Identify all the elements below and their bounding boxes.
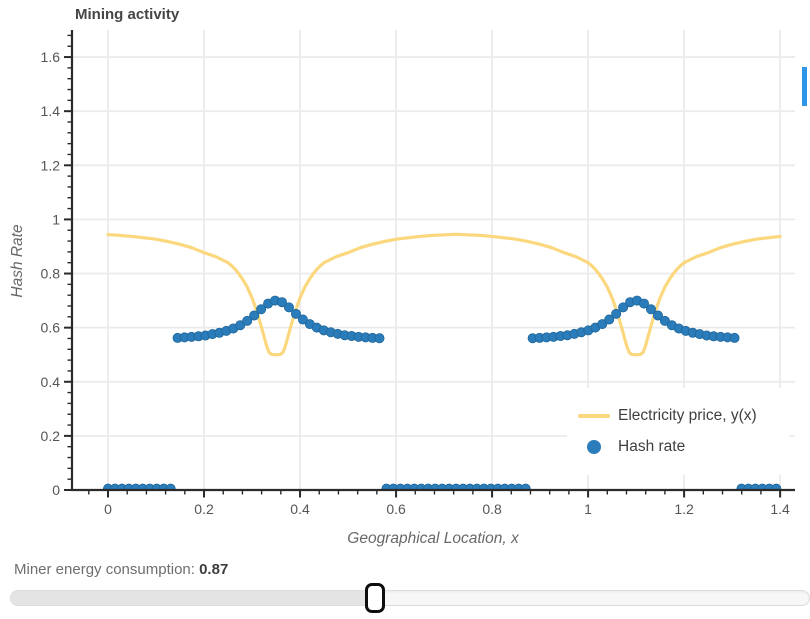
x-tick-label: 1.4 — [770, 501, 790, 517]
y-tick-label: 0.8 — [41, 266, 61, 282]
hash-rate-point — [771, 483, 782, 491]
x-tick-label: 0.2 — [194, 501, 214, 517]
hash-rate-point — [283, 302, 294, 313]
x-tick-label: 0.8 — [482, 501, 502, 517]
hash-rate-point — [645, 304, 656, 315]
chart-title: Mining activity — [75, 6, 180, 23]
scrollbar-thumb[interactable] — [802, 67, 807, 106]
slider-caption: Miner energy consumption: 0.87 — [14, 561, 228, 578]
line-swatch-icon — [578, 414, 610, 418]
y-tick-label: 0.6 — [41, 320, 61, 336]
x-tick-label: 1 — [584, 501, 592, 517]
slider-value: 0.87 — [199, 561, 229, 578]
hash-rate-point — [297, 314, 308, 325]
x-tick-label: 0 — [104, 501, 112, 517]
energy-consumption-slider[interactable] — [10, 583, 810, 613]
dot-swatch-icon — [587, 440, 601, 454]
y-tick-label: 0.2 — [41, 428, 61, 444]
hash-rate-point — [618, 302, 629, 313]
x-tick-label: 0.6 — [386, 501, 406, 517]
chart-legend: Electricity price, y(x) Hash rate — [567, 388, 789, 475]
y-tick-label: 1.2 — [41, 157, 61, 173]
hash-rate-point — [249, 310, 260, 321]
hash-rate-point — [374, 333, 385, 344]
chart-canvas: 0 0.2 0.4 0.6 0.8 1 1.2 1.4 0 0.2 0.4 0.6 0.8 1 1.2 1.4… — [41, 30, 795, 517]
slider-fill — [11, 591, 375, 605]
x-axis-label: Geographical Location, x — [347, 530, 519, 547]
slider-handle[interactable] — [364, 583, 385, 613]
y-tick-label: 0.4 — [41, 374, 61, 390]
hash-rate-point — [639, 298, 650, 309]
y-tick-label: 0 — [52, 482, 60, 498]
legend-item-hash-rate: Hash rate — [578, 438, 789, 456]
hash-rate-point — [290, 308, 301, 319]
y-tick-label: 1.4 — [41, 103, 61, 119]
hash-rate-point — [520, 483, 531, 491]
hash-rate-point — [256, 304, 267, 315]
hash-rate-point — [597, 319, 608, 330]
hash-rate-point — [604, 314, 615, 325]
slider-caption-text: Miner energy consumption: — [14, 561, 200, 578]
y-tick-label: 1 — [52, 211, 60, 227]
x-tick-label: 0.4 — [290, 501, 310, 517]
legend-item-electricity-price: Electricity price, y(x) — [578, 407, 789, 425]
legend-label-hash-rate: Hash rate — [618, 438, 686, 455]
hash-rate-point — [611, 308, 622, 319]
hash-rate-point — [652, 310, 663, 321]
legend-label-electricity-price: Electricity price, y(x) — [618, 407, 757, 424]
hash-rate-point — [242, 315, 253, 326]
y-axis-label: Hash Rate — [9, 224, 26, 298]
y-tick-label: 1.6 — [41, 49, 61, 65]
hash-rate-point — [277, 297, 288, 308]
hash-rate-point — [165, 483, 176, 491]
hash-rate-point — [729, 332, 740, 343]
x-tick-label: 1.2 — [674, 501, 694, 517]
